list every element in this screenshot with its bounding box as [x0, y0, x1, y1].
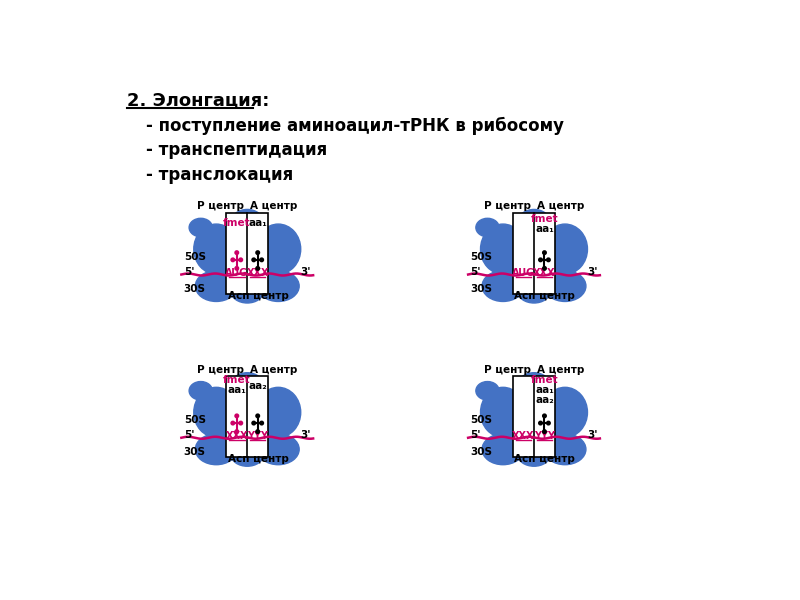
Bar — [513, 376, 555, 457]
Text: Асп центр: Асп центр — [514, 290, 575, 301]
Ellipse shape — [231, 209, 263, 235]
Text: - поступление аминоацил-тРНК в рибосому: - поступление аминоацил-тРНК в рибосому — [146, 116, 565, 135]
Text: fmet: fmet — [530, 214, 558, 224]
Ellipse shape — [189, 218, 212, 237]
Text: XXX: XXX — [246, 268, 269, 278]
Ellipse shape — [518, 209, 550, 235]
Text: аа₁: аа₁ — [535, 385, 554, 395]
Text: XXX: XXX — [226, 431, 248, 441]
Text: fmet: fmet — [530, 374, 558, 385]
Ellipse shape — [482, 434, 524, 464]
Bar — [226, 376, 268, 457]
Text: 50S: 50S — [184, 415, 206, 425]
Text: аа₁: аа₁ — [227, 385, 246, 395]
Text: - транспептидация: - транспептидация — [146, 141, 328, 159]
Text: аа₂: аа₂ — [248, 381, 267, 391]
Ellipse shape — [518, 373, 550, 398]
Text: 30S: 30S — [470, 284, 493, 294]
Text: А центр: А центр — [537, 365, 585, 374]
Bar — [513, 213, 555, 294]
Text: 3': 3' — [587, 430, 598, 440]
Ellipse shape — [256, 388, 301, 437]
Text: 30S: 30S — [470, 448, 493, 457]
Ellipse shape — [194, 388, 238, 437]
Ellipse shape — [476, 218, 499, 237]
Text: 50S: 50S — [470, 252, 493, 262]
Ellipse shape — [544, 271, 586, 301]
Text: fmet: fmet — [223, 374, 250, 385]
Text: 30S: 30S — [184, 284, 206, 294]
Text: 50S: 50S — [184, 252, 206, 262]
Ellipse shape — [481, 388, 526, 437]
Text: AUG: AUG — [226, 268, 248, 278]
Ellipse shape — [518, 280, 550, 303]
Text: 2. Элонгация:: 2. Элонгация: — [127, 91, 270, 109]
Text: 5': 5' — [470, 430, 481, 440]
Text: AUG: AUG — [512, 268, 535, 278]
Ellipse shape — [195, 271, 237, 301]
Ellipse shape — [482, 271, 524, 301]
Text: 3': 3' — [300, 430, 310, 440]
Text: аа₁: аа₁ — [248, 218, 267, 227]
Text: аа₁: аа₁ — [535, 224, 554, 235]
Text: Асп центр: Асп центр — [228, 454, 289, 464]
Ellipse shape — [189, 382, 212, 400]
Ellipse shape — [195, 434, 237, 464]
Ellipse shape — [518, 443, 550, 466]
Ellipse shape — [544, 434, 586, 464]
Ellipse shape — [476, 382, 499, 400]
Text: Р центр: Р центр — [197, 202, 244, 211]
Text: аа₂: аа₂ — [535, 395, 554, 404]
Text: XXX: XXX — [512, 431, 534, 441]
Ellipse shape — [194, 224, 238, 274]
Text: 5': 5' — [184, 430, 194, 440]
Text: 3': 3' — [587, 267, 598, 277]
Ellipse shape — [258, 434, 299, 464]
Text: YYY: YYY — [247, 431, 268, 441]
Text: YYY: YYY — [534, 431, 555, 441]
Text: Асп центр: Асп центр — [228, 290, 289, 301]
Text: Р центр: Р центр — [197, 365, 244, 374]
Ellipse shape — [258, 271, 299, 301]
Text: Р центр: Р центр — [484, 365, 531, 374]
Text: А центр: А центр — [250, 202, 298, 211]
Ellipse shape — [542, 388, 587, 437]
Text: XXX: XXX — [534, 268, 556, 278]
Text: Р центр: Р центр — [484, 202, 531, 211]
Text: А центр: А центр — [250, 365, 298, 374]
Ellipse shape — [542, 224, 587, 274]
Ellipse shape — [481, 224, 526, 274]
Ellipse shape — [231, 280, 263, 303]
Ellipse shape — [231, 443, 263, 466]
Text: 3': 3' — [300, 267, 310, 277]
Text: 50S: 50S — [470, 415, 493, 425]
Ellipse shape — [231, 373, 263, 398]
Text: А центр: А центр — [537, 202, 585, 211]
Text: 30S: 30S — [184, 448, 206, 457]
Bar — [226, 213, 268, 294]
Text: - транслокация: - транслокация — [146, 166, 294, 184]
Text: 5': 5' — [470, 267, 481, 277]
Text: Асп центр: Асп центр — [514, 454, 575, 464]
Text: fmet: fmet — [223, 218, 250, 227]
Text: 5': 5' — [184, 267, 194, 277]
Ellipse shape — [256, 224, 301, 274]
